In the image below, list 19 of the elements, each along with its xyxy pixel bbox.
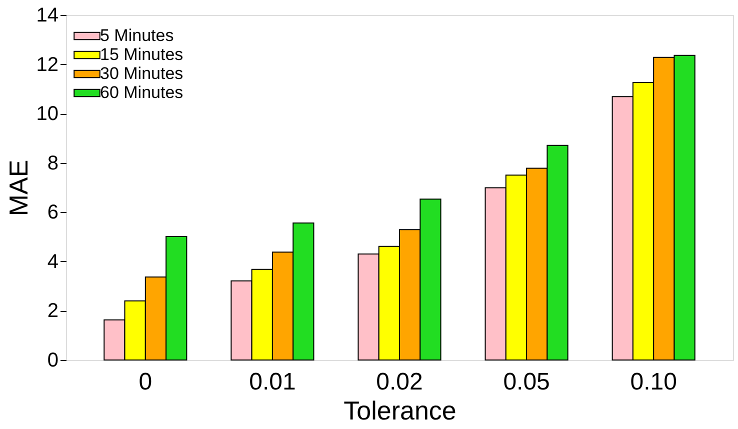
y-axis-title: MAE [3,160,34,216]
y-tick-label: 14 [36,4,58,26]
y-tick-label: 12 [36,54,58,76]
legend-label: 5 Minutes [100,26,174,45]
y-tick-label: 8 [47,152,58,174]
x-axis-title: Tolerance [344,396,456,426]
y-tick-label: 6 [47,202,58,224]
x-tick-label: 0.02 [376,368,423,396]
x-tick-label: 0.01 [249,368,296,396]
y-tick-label: 10 [36,103,58,126]
x-tick-label: 0.05 [503,368,550,396]
legend-label: 15 Minutes [100,45,184,64]
y-tick-label: 2 [47,300,58,322]
x-tick-label: 0.10 [630,368,677,396]
legend-label: 60 Minutes [100,83,184,102]
x-tick-label: 0 [138,368,152,396]
y-tick-label: 0 [47,350,58,372]
y-tick-label: 4 [47,250,58,273]
legend-label: 30 Minutes [100,64,184,83]
